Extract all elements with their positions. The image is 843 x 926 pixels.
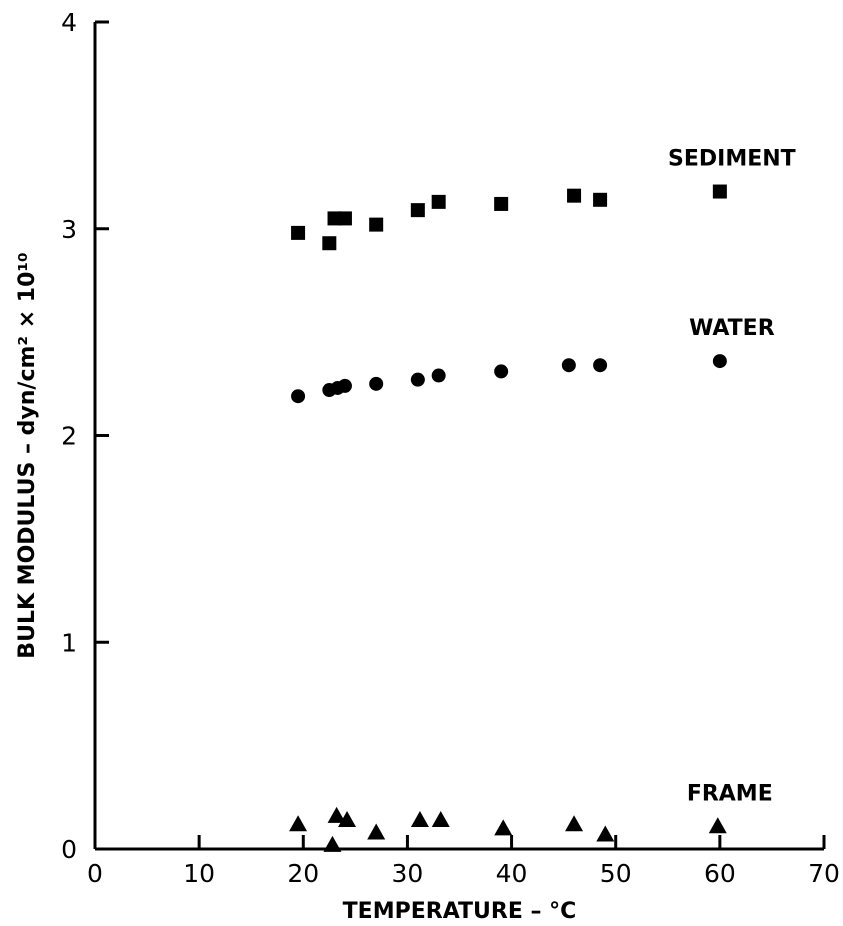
- sediment-point: [337, 211, 352, 226]
- water-point: [712, 354, 727, 369]
- sediment-point: [410, 203, 425, 218]
- x-tick-label: 60: [704, 859, 736, 888]
- frame-point: [708, 817, 727, 834]
- x-tick-label: 40: [496, 859, 528, 888]
- water-point: [369, 376, 384, 391]
- sediment-point: [712, 184, 727, 199]
- data-marks: [289, 184, 727, 852]
- water-point: [410, 372, 425, 387]
- frame-point: [289, 815, 308, 832]
- sediment-point: [494, 196, 509, 211]
- sediment-point: [291, 225, 306, 240]
- sediment-point: [567, 188, 582, 203]
- sediment-point: [593, 192, 608, 207]
- sediment-point: [431, 194, 446, 209]
- sediment-point: [369, 217, 384, 232]
- frame-point: [323, 835, 342, 852]
- frame-point: [431, 811, 450, 828]
- x-tick-label: 70: [808, 859, 840, 888]
- water-point: [593, 358, 608, 373]
- water-point: [291, 389, 306, 404]
- x-tick-label: 0: [87, 859, 103, 888]
- frame-point: [494, 819, 513, 836]
- x-tick-label: 50: [600, 859, 632, 888]
- water-point: [431, 368, 446, 383]
- x-tick-label: 10: [183, 859, 215, 888]
- y-tick-label: 2: [61, 422, 77, 451]
- water-point: [337, 378, 352, 393]
- y-tick-label: 3: [61, 215, 77, 244]
- frame-point: [367, 823, 386, 840]
- y-tick-label: 1: [61, 628, 77, 657]
- ticks: 0 10 20 30 40 50 60 70 0 1 2 3 4: [61, 8, 840, 888]
- x-tick-label: 30: [392, 859, 424, 888]
- series-label-sediment: SEDIMENT: [668, 147, 796, 172]
- series-label-frame: FRAME: [687, 781, 773, 806]
- frame-point: [410, 811, 429, 828]
- y-tick-label: 0: [61, 835, 77, 864]
- x-tick-label: 20: [287, 859, 319, 888]
- y-tick-label: 4: [61, 8, 77, 37]
- series-labels: SEDIMENT WATER FRAME: [668, 147, 796, 807]
- water-point: [494, 364, 509, 379]
- water-point: [561, 358, 576, 373]
- frame-point: [596, 825, 615, 842]
- frame-point: [565, 815, 584, 832]
- frame-point: [327, 806, 346, 823]
- series-label-water: WATER: [689, 316, 775, 341]
- sediment-point: [322, 236, 337, 251]
- x-axis-title: TEMPERATURE – °C: [343, 899, 577, 924]
- y-axis-title: BULK MODULUS – dyn/cm² × 10¹⁰: [15, 252, 40, 658]
- frame-point: [338, 811, 357, 828]
